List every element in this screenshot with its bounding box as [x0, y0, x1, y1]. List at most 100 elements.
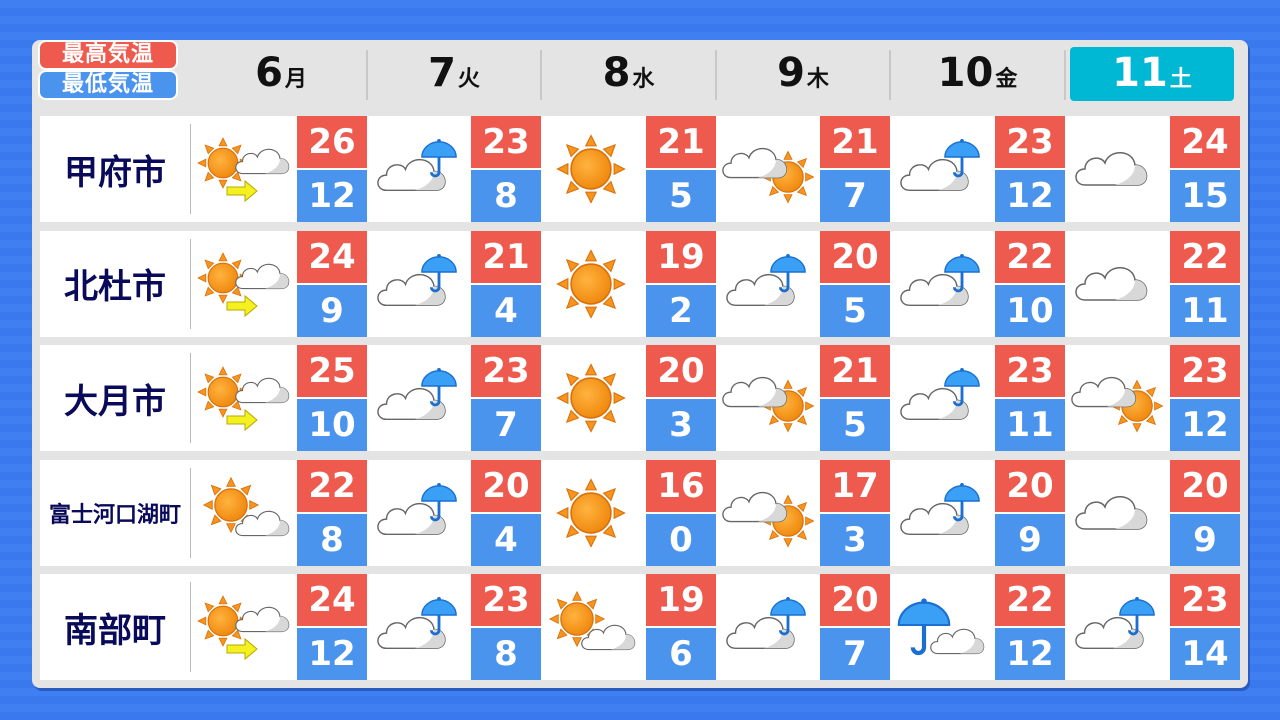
- low-temp: 9: [1170, 513, 1240, 566]
- divider: [190, 238, 191, 329]
- day-header-5: 11 土: [1070, 47, 1234, 101]
- high-temp: 22: [1170, 230, 1240, 283]
- cloudy-occasional-rain-icon: [377, 252, 458, 306]
- high-temp: 20: [646, 345, 716, 397]
- sunny-then-cloudy-icon: [197, 366, 290, 431]
- cloudy-occasional-rain-icon: [377, 481, 458, 535]
- cloudy-occasional-rain-icon: [726, 252, 807, 306]
- cloudy-occasional-sunny-icon: [722, 147, 815, 204]
- high-temp: 20: [1170, 459, 1240, 512]
- high-temp: 21: [646, 116, 716, 168]
- legend-high-temp: 最高気温: [38, 40, 178, 70]
- cloudy-occasional-rain-icon: [900, 252, 981, 306]
- low-temp: 9: [995, 513, 1065, 566]
- day-date: 10: [937, 50, 994, 96]
- high-temp: 22: [995, 230, 1065, 283]
- low-temp: 8: [471, 170, 541, 222]
- day-weekday: 火: [457, 67, 480, 92]
- low-temp: 11: [1170, 284, 1240, 337]
- legend-low-temp: 最低気温: [38, 70, 178, 100]
- sunny-occasional-cloudy-icon: [549, 591, 636, 651]
- low-temp: 5: [646, 170, 716, 222]
- sunny-icon: [556, 478, 626, 547]
- divider: [190, 582, 191, 672]
- high-temp: 20: [820, 574, 890, 626]
- divider: [190, 353, 191, 443]
- cloudy-occasional-sunny-icon: [722, 491, 815, 547]
- low-temp: 4: [471, 513, 541, 566]
- low-temp: 15: [1170, 170, 1240, 222]
- low-temp: 12: [995, 170, 1065, 222]
- high-temp: 23: [471, 574, 541, 626]
- high-temp: 17: [820, 459, 890, 512]
- header-divider: [1064, 50, 1066, 100]
- low-temp: 12: [995, 628, 1065, 680]
- low-temp: 7: [471, 399, 541, 451]
- day-header-4: 10 金: [890, 47, 1065, 101]
- low-temp: 6: [646, 628, 716, 680]
- low-temp: 2: [646, 284, 716, 337]
- low-temp: 3: [646, 399, 716, 451]
- cloudy-occasional-rain-icon: [900, 137, 981, 192]
- cloudy-icon: [1075, 266, 1148, 301]
- divider: [190, 467, 191, 558]
- low-temp: 8: [471, 628, 541, 680]
- day-date: 11: [1112, 50, 1168, 96]
- high-temp: 20: [995, 459, 1065, 512]
- high-temp: 24: [1170, 116, 1240, 168]
- city-name: 南部町: [64, 610, 166, 651]
- low-temp: 12: [297, 628, 367, 680]
- day-weekday: 月: [284, 67, 307, 92]
- high-temp: 23: [471, 345, 541, 397]
- day-date: 6: [255, 50, 283, 96]
- cloudy-occasional-rain-icon: [377, 366, 458, 421]
- forecast-row: 甲府市 26 12 23 8 21 5 21 7 23 12 24 15: [40, 116, 1240, 222]
- low-temp: 0: [646, 513, 716, 566]
- high-temp: 26: [297, 116, 367, 168]
- low-temp: 12: [297, 170, 367, 222]
- day-date: 8: [602, 50, 631, 96]
- high-temp: 16: [646, 459, 716, 512]
- day-weekday: 土: [1169, 67, 1192, 92]
- sunny-then-cloudy-icon: [197, 595, 290, 660]
- day-weekday: 木: [806, 67, 829, 92]
- low-temp: 7: [820, 628, 890, 680]
- high-temp: 23: [1170, 345, 1240, 397]
- cloudy-icon: [1075, 151, 1148, 186]
- high-temp: 23: [995, 345, 1065, 397]
- high-temp: 23: [471, 116, 541, 168]
- low-temp: 4: [471, 284, 541, 337]
- low-temp: 7: [820, 170, 890, 222]
- forecast-row: 北杜市 24 9 21 4 19 2 20 5 22 10 22 11: [40, 230, 1240, 337]
- high-temp: 24: [297, 574, 367, 626]
- sunny-then-cloudy-icon: [197, 251, 290, 316]
- high-temp: 19: [646, 230, 716, 283]
- sunny-icon: [556, 249, 626, 318]
- sunny-icon: [556, 134, 626, 204]
- high-temp: 22: [995, 574, 1065, 626]
- high-temp: 19: [646, 574, 716, 626]
- cloudy-occasional-rain-icon: [377, 137, 458, 192]
- cloudy-occasional-rain-icon: [377, 595, 458, 650]
- sunny-icon: [556, 363, 626, 433]
- high-temp: 20: [471, 459, 541, 512]
- low-temp: 5: [820, 399, 890, 451]
- cloudy-icon: [1075, 495, 1148, 530]
- forecast-row: 南部町 24 12 23 8 19 6 20 7 22 12 23 14: [40, 574, 1240, 680]
- city-name: 北杜市: [64, 267, 166, 307]
- high-temp: 21: [820, 116, 890, 168]
- cloudy-occasional-rain-icon: [900, 481, 981, 535]
- forecast-row: 富士河口湖町 22 8 20 4 16 0 17 3 20 9 20 9: [40, 459, 1240, 566]
- high-temp: 22: [297, 459, 367, 512]
- cloudy-occasional-rain-icon: [726, 595, 807, 650]
- header-divider: [889, 50, 891, 100]
- day-date: 7: [428, 50, 456, 96]
- rain-occasional-cloudy-icon: [890, 577, 985, 677]
- divider: [190, 124, 191, 214]
- city-name: 甲府市: [64, 152, 166, 193]
- day-weekday: 水: [632, 67, 655, 92]
- high-temp: 24: [297, 230, 367, 283]
- high-temp: 20: [820, 230, 890, 283]
- low-temp: 10: [995, 284, 1065, 337]
